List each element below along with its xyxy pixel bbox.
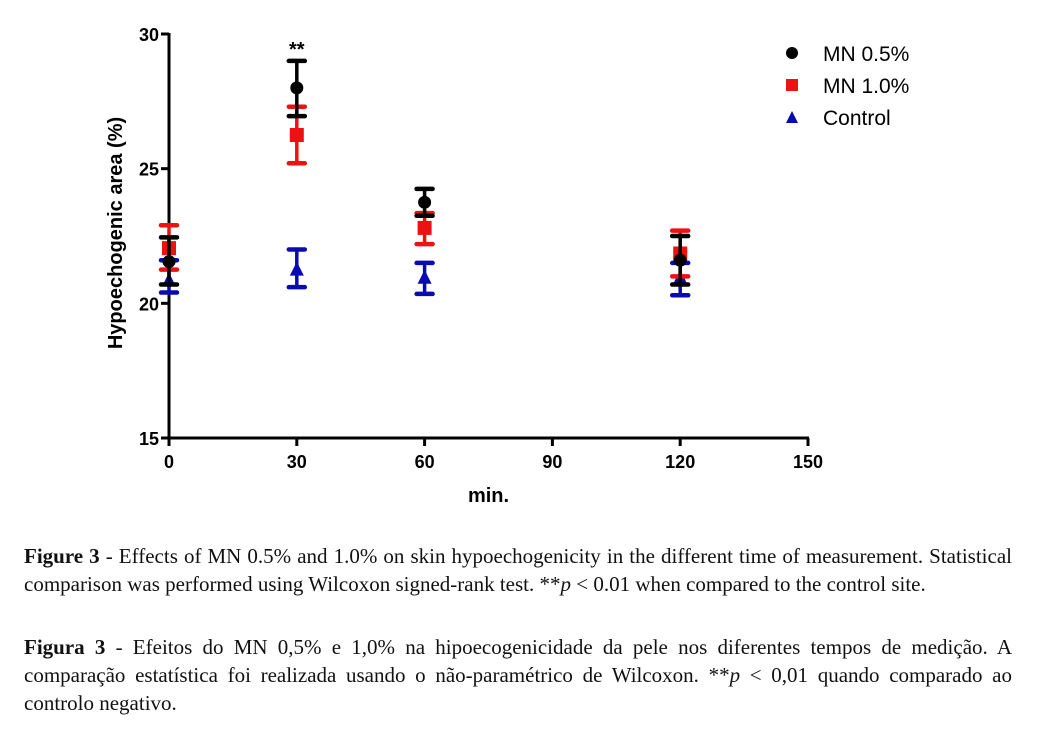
data-point [673, 253, 687, 267]
legend-label: Control [823, 107, 891, 130]
y-tick-label: 30 [139, 25, 159, 45]
caption-text-end: < 0.01 when compared to the control site… [570, 572, 926, 596]
caption-text-end: < 0,01 quando comparado ao controlo nega… [24, 663, 1012, 715]
data-point [417, 220, 432, 235]
series-mn-0-5- [158, 58, 691, 287]
axes [167, 33, 809, 440]
legend: MN 0.5% MN 1.0% Control [786, 43, 909, 130]
figure-caption-portuguese: Figura 3 - Efeitos do MN 0,5% e 1,0% na … [24, 633, 1012, 717]
data-point [289, 261, 304, 276]
data-point-group [286, 247, 308, 290]
p-value-symbol: p [560, 572, 571, 596]
caption-separator: - [99, 544, 119, 568]
data-point [418, 195, 432, 209]
legend-marker-triangle-icon [786, 111, 798, 123]
x-tick-label: 0 [164, 452, 174, 472]
y-axis-title: Hypoechogenic area (%) [105, 117, 127, 349]
series-control [158, 247, 691, 298]
x-tick-label: 90 [542, 452, 562, 472]
legend-item: MN 0.5% [786, 43, 909, 66]
data-marks [158, 58, 691, 298]
x-tick-label: 60 [415, 452, 435, 472]
legend-item: MN 1.0% [786, 75, 909, 98]
data-point [289, 128, 304, 142]
data-point-group [286, 58, 308, 119]
legend-label: MN 0.5% [823, 43, 909, 66]
chart: 0 30 60 90 120 150 15 20 25 30 ** MN 0.5% MN 1.0% C… [105, 25, 909, 507]
caption-separator: - [105, 635, 133, 659]
caption-label: Figure 3 [24, 544, 100, 568]
caption-text: Effects of MN 0.5% and 1.0% on skin hypo… [24, 544, 1012, 596]
significance-annotation: ** [289, 39, 305, 61]
legend-item: Control [786, 107, 891, 130]
data-point-group [158, 235, 180, 287]
data-point-group [414, 260, 435, 297]
x-axis-title: min. [468, 485, 509, 507]
y-tick-label: 25 [139, 160, 159, 180]
x-tick-label: 30 [287, 452, 307, 472]
data-point [162, 255, 176, 269]
figure-caption-english: Figure 3 - Effects of MN 0.5% and 1.0% o… [24, 542, 1012, 598]
x-tick-label: 150 [793, 452, 823, 472]
p-value-symbol: p [729, 663, 741, 687]
caption-text: Efeitos do MN 0,5% e 1,0% na hipoecogeni… [24, 635, 1012, 687]
y-tick-label: 15 [139, 429, 159, 449]
data-point-group [669, 233, 691, 287]
legend-marker-circle-icon [786, 47, 798, 59]
annotations: ** [289, 39, 305, 61]
legend-marker-square-icon [786, 79, 798, 91]
y-tick-label: 20 [139, 294, 159, 314]
caption-label: Figura 3 [24, 635, 106, 659]
data-point-group [414, 186, 435, 219]
x-tick-label: 120 [665, 452, 695, 472]
legend-label: MN 1.0% [823, 75, 909, 98]
ticks: 0 30 60 90 120 150 15 20 25 30 [139, 25, 823, 472]
data-point [290, 81, 304, 95]
data-point [417, 269, 432, 284]
